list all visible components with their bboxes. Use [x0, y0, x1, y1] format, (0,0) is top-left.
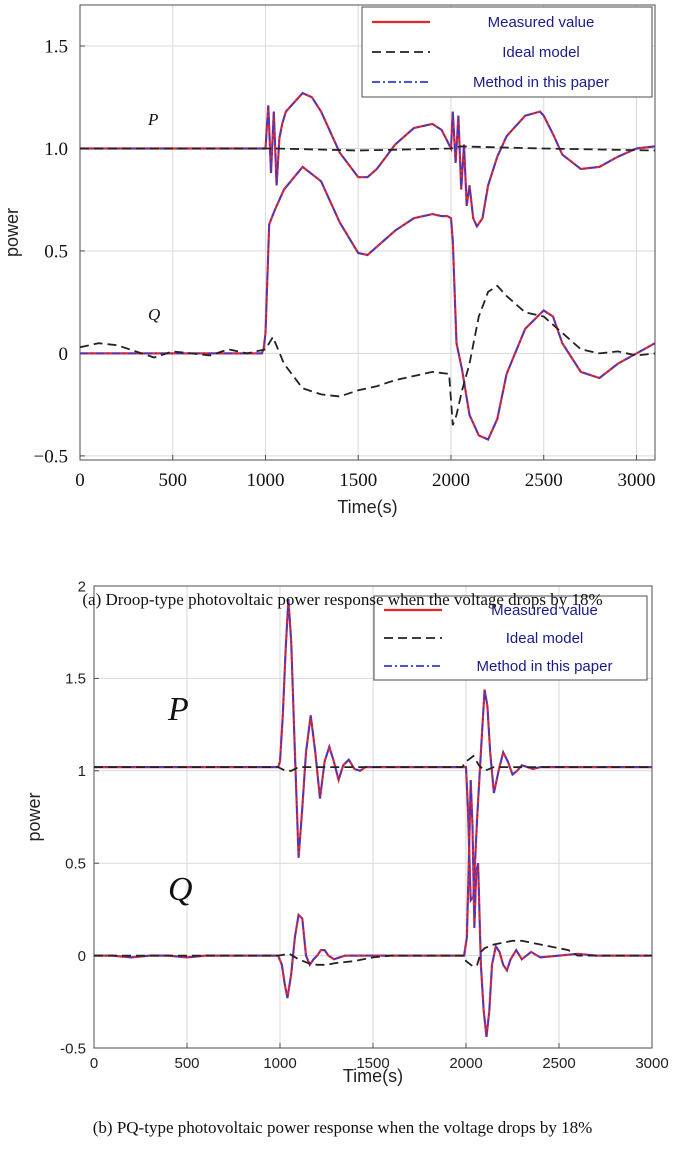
annotation-Q-b: Q	[168, 871, 193, 908]
y-tick-label-b-3: 1	[78, 763, 86, 780]
y-tick-label-a-4: 1.5	[44, 37, 68, 58]
y-tick-label-a-1: 0	[59, 344, 69, 365]
legend-label-a-1: Ideal model	[502, 44, 580, 61]
y-axis-label-b: power	[24, 792, 44, 841]
x-tick-label-b-3: 1500	[356, 1055, 389, 1072]
y-tick-label-a-3: 1.0	[44, 139, 68, 160]
series-ideal-P-b	[94, 754, 652, 772]
series-ideal-P-a	[80, 145, 656, 152]
annotation-Q-a: Q	[148, 305, 160, 324]
legend-label-b-1: Ideal model	[506, 630, 584, 647]
y-tick-label-b-5: 2	[78, 578, 86, 595]
x-tick-label-b-5: 2500	[542, 1055, 575, 1072]
caption-a: (a) Droop-type photovoltaic power respon…	[82, 590, 603, 609]
y-tick-label-b-4: 1.5	[65, 671, 86, 688]
x-tick-label-b-4: 2000	[449, 1055, 482, 1072]
legend-label-a-2: Method in this paper	[473, 74, 609, 91]
series-method-P-a	[80, 92, 656, 229]
y-tick-label-a-2: 0.5	[44, 242, 68, 263]
y-tick-label-b-0: -0.5	[60, 1040, 86, 1057]
series-ideal-Q-a	[79, 284, 656, 426]
x-tick-label-a-6: 3000	[617, 470, 655, 491]
x-tick-label-b-2: 1000	[263, 1055, 296, 1072]
legend-label-b-0: Measured value	[491, 602, 598, 619]
x-tick-label-a-1: 500	[158, 470, 187, 491]
annotation-P-a: P	[147, 110, 158, 129]
y-axis-label-a: power	[2, 208, 22, 257]
series-method-P-b	[94, 598, 652, 903]
x-tick-label-a-5: 2500	[525, 470, 563, 491]
legend-label-a-0: Measured value	[488, 14, 595, 31]
x-axis-label-b: Time(s)	[343, 1066, 403, 1086]
series-ideal-Q-b	[94, 939, 652, 968]
plot-frame-a	[79, 4, 656, 461]
legend-label-b-2: Method in this paper	[477, 658, 613, 675]
x-tick-label-b-0: 0	[90, 1055, 98, 1072]
y-tick-label-b-2: 0.5	[65, 855, 86, 872]
x-tick-label-a-2: 1000	[246, 470, 284, 491]
x-axis-label-a: Time(s)	[337, 497, 397, 517]
y-tick-label-a-0: −0.5	[34, 447, 68, 468]
y-tick-label-b-1: 0	[78, 948, 86, 965]
x-tick-label-a-0: 0	[75, 470, 85, 491]
caption-b: (b) PQ-type photovoltaic power response …	[92, 1118, 593, 1137]
annotation-P-b: P	[167, 691, 189, 728]
x-tick-label-b-6: 3000	[635, 1055, 668, 1072]
x-tick-label-b-1: 500	[174, 1055, 199, 1072]
x-tick-label-a-3: 1500	[339, 470, 377, 491]
x-tick-label-a-4: 2000	[432, 470, 470, 491]
series-method-Q-a	[80, 165, 656, 441]
series-method-Q-b	[94, 779, 652, 1037]
